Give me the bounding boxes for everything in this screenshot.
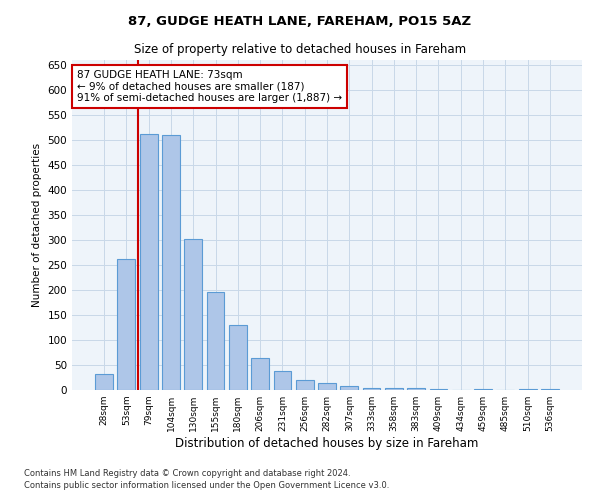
Bar	[251, 358, 269, 390]
Bar	[340, 386, 358, 390]
Bar	[140, 134, 158, 390]
Text: Size of property relative to detached houses in Fareham: Size of property relative to detached ho…	[134, 42, 466, 56]
Bar	[385, 388, 403, 390]
Bar	[362, 388, 380, 390]
Bar	[518, 388, 536, 390]
Bar	[474, 388, 492, 390]
Bar	[274, 371, 292, 390]
Bar	[184, 239, 202, 390]
X-axis label: Distribution of detached houses by size in Fareham: Distribution of detached houses by size …	[175, 437, 479, 450]
Text: Contains public sector information licensed under the Open Government Licence v3: Contains public sector information licen…	[24, 481, 389, 490]
Bar	[206, 292, 224, 390]
Text: 87 GUDGE HEATH LANE: 73sqm
← 9% of detached houses are smaller (187)
91% of semi: 87 GUDGE HEATH LANE: 73sqm ← 9% of detac…	[77, 70, 342, 103]
Bar	[541, 388, 559, 390]
Text: Contains HM Land Registry data © Crown copyright and database right 2024.: Contains HM Land Registry data © Crown c…	[24, 468, 350, 477]
Bar	[118, 258, 136, 390]
Bar	[95, 374, 113, 390]
Bar	[162, 135, 180, 390]
Bar	[430, 389, 448, 390]
Bar	[296, 380, 314, 390]
Bar	[229, 325, 247, 390]
Bar	[318, 382, 336, 390]
Y-axis label: Number of detached properties: Number of detached properties	[32, 143, 42, 307]
Text: 87, GUDGE HEATH LANE, FAREHAM, PO15 5AZ: 87, GUDGE HEATH LANE, FAREHAM, PO15 5AZ	[128, 15, 472, 28]
Bar	[407, 388, 425, 390]
